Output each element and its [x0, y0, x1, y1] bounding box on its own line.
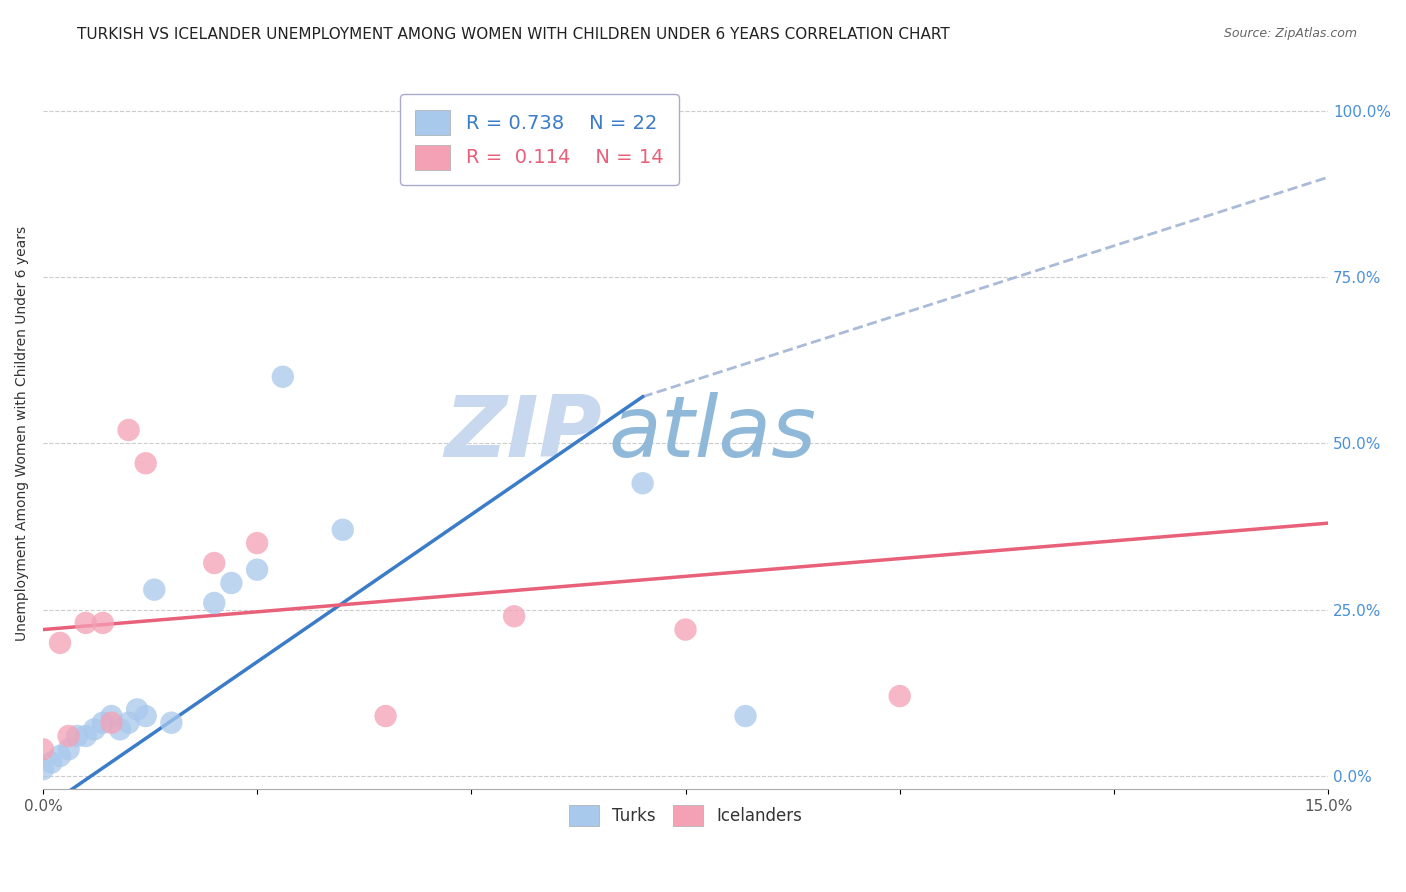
Y-axis label: Unemployment Among Women with Children Under 6 years: Unemployment Among Women with Children U…: [15, 226, 30, 640]
Point: [41, 756, 63, 770]
Point: [221, 576, 243, 591]
Point: [66, 729, 89, 743]
Point: [160, 715, 183, 730]
Point: [58, 729, 80, 743]
Point: [135, 456, 157, 470]
Point: [503, 609, 526, 624]
Text: TURKISH VS ICELANDER UNEMPLOYMENT AMONG WOMEN WITH CHILDREN UNDER 6 YEARS CORREL: TURKISH VS ICELANDER UNEMPLOYMENT AMONG …: [77, 27, 950, 42]
Point: [100, 709, 122, 723]
Point: [58, 742, 80, 756]
Point: [108, 723, 131, 737]
Point: [374, 709, 396, 723]
Point: [91, 715, 114, 730]
Point: [202, 596, 225, 610]
Point: [143, 582, 166, 597]
Point: [32, 762, 55, 776]
Text: atlas: atlas: [609, 392, 817, 475]
Point: [889, 689, 911, 703]
Point: [631, 476, 654, 491]
Point: [246, 536, 269, 550]
Text: ZIP: ZIP: [444, 392, 602, 475]
Point: [332, 523, 354, 537]
Legend: Turks, Icelanders: Turks, Icelanders: [561, 797, 810, 834]
Point: [83, 723, 105, 737]
Point: [117, 715, 139, 730]
Text: Source: ZipAtlas.com: Source: ZipAtlas.com: [1223, 27, 1357, 40]
Point: [75, 729, 97, 743]
Point: [202, 556, 225, 570]
Point: [32, 742, 55, 756]
Point: [271, 369, 294, 384]
Point: [75, 615, 97, 630]
Point: [91, 615, 114, 630]
Point: [100, 715, 122, 730]
Point: [135, 709, 157, 723]
Point: [127, 702, 149, 716]
Point: [675, 623, 697, 637]
Point: [49, 748, 72, 763]
Point: [49, 636, 72, 650]
Point: [117, 423, 139, 437]
Point: [734, 709, 756, 723]
Point: [246, 563, 269, 577]
